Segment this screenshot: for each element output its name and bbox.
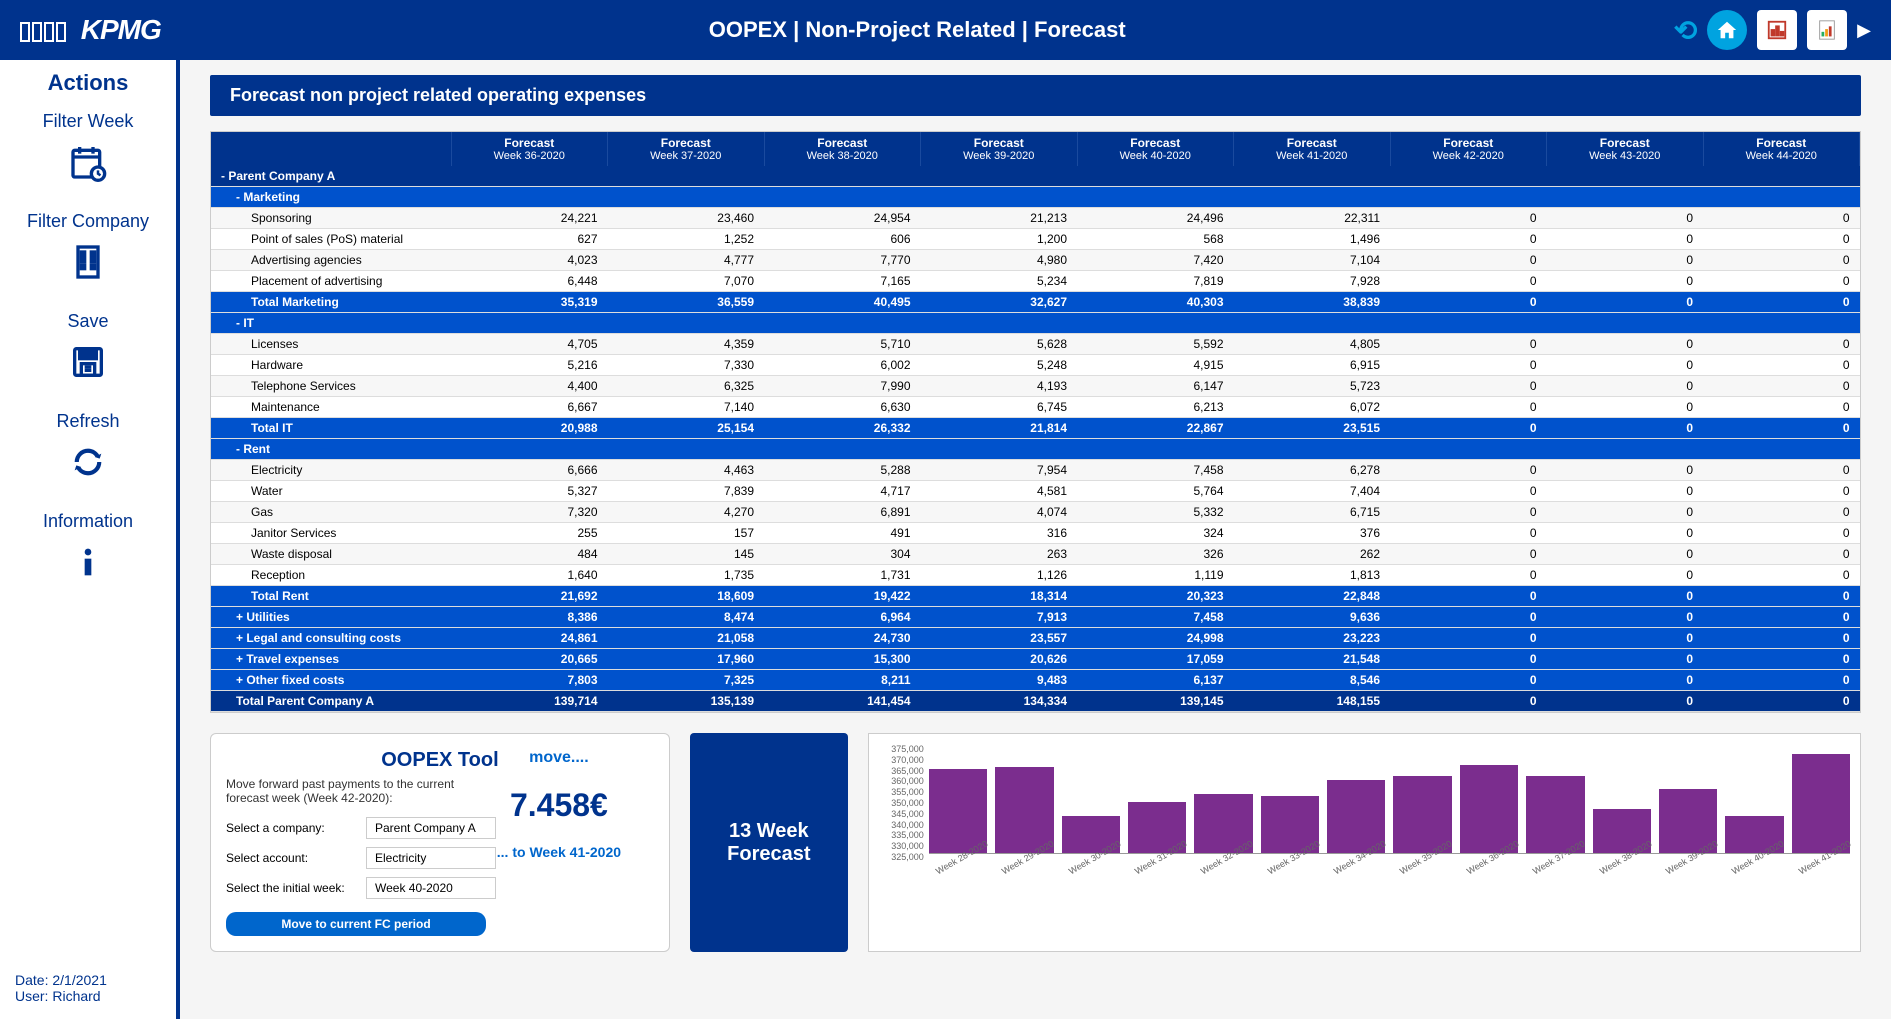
sidebar-item-label: Refresh [0,411,176,432]
table-row: Water5,3277,8394,7174,5815,7647,404000 [211,481,1860,502]
table-row: Total Rent21,69218,60919,42218,31420,323… [211,586,1860,607]
forecast-chart: 375,000370,000365,000360,000355,000350,0… [868,733,1861,952]
sidebar-item-info[interactable]: Information [0,511,176,591]
sidebar-item-building[interactable]: Filter Company [0,211,176,291]
column-header: ForecastWeek 43-2020 [1547,132,1704,166]
building-icon [0,242,176,291]
column-header: ForecastWeek 40-2020 [1077,132,1234,166]
sidebar-item-refresh[interactable]: Refresh [0,411,176,491]
sidebar-item-label: Save [0,311,176,332]
table-row: Total Marketing35,31936,55940,49532,6274… [211,292,1860,313]
table-row: Reception1,6401,7351,7311,1261,1191,8130… [211,565,1860,586]
tool-row-label: Select a company: [226,821,366,835]
column-header: ForecastWeek 39-2020 [921,132,1078,166]
table-row: Total IT20,98825,15426,33221,81422,86723… [211,418,1860,439]
panel-title: Forecast non project related operating e… [210,75,1861,116]
table-row: + Other fixed costs7,8037,3258,2119,4836… [211,670,1860,691]
oopex-tool-panel: OOPEX Tool Move forward past payments to… [210,733,670,952]
sidebar: Actions Filter Week Filter Company Save Ref… [0,60,180,1019]
tool-row-label: Select the initial week: [226,881,366,895]
table-row: + Legal and consulting costs24,86121,058… [211,628,1860,649]
column-header: ForecastWeek 44-2020 [1703,132,1860,166]
table-row: Point of sales (PoS) material6271,252606… [211,229,1860,250]
table-row: Electricity6,6664,4635,2887,9547,4586,27… [211,460,1860,481]
table-row: Advertising agencies4,0234,7777,7704,980… [211,250,1860,271]
tool-row-label: Select account: [226,851,366,865]
sidebar-footer: Date: 2/1/2021 User: Richard [0,957,176,1019]
forecast-label: 13 Week Forecast [690,733,848,952]
sidebar-title: Actions [0,70,176,96]
column-header: ForecastWeek 38-2020 [764,132,921,166]
doc-icon[interactable] [1807,10,1847,50]
table-row: Licenses4,7054,3595,7105,6285,5924,80500… [211,334,1860,355]
sidebar-item-label: Filter Week [0,111,176,132]
tool-desc: Move forward past payments to the curren… [226,777,486,805]
table-row: - Marketing [211,187,1860,208]
table-row: Total Parent Company A139,714135,139141,… [211,691,1860,712]
table-row: Hardware5,2167,3306,0025,2484,9156,91500… [211,355,1860,376]
forecast-table: ForecastWeek 36-2020ForecastWeek 37-2020… [210,131,1861,713]
move-to-week: ... to Week 41-2020 [469,844,649,860]
sidebar-item-label: Filter Company [0,211,176,232]
table-row: Sponsoring24,22123,46024,95421,21324,496… [211,208,1860,229]
calendar-icon [0,142,176,191]
logo: KPMG [20,14,161,46]
table-row: Waste disposal484145304263326262000 [211,544,1860,565]
refresh-icon [0,442,176,491]
table-row: - Rent [211,439,1860,460]
table-row: Maintenance6,6677,1406,6306,7456,2136,07… [211,397,1860,418]
column-header: ForecastWeek 37-2020 [608,132,765,166]
home-icon[interactable] [1707,10,1747,50]
info-icon [0,542,176,591]
table-row: + Utilities8,3868,4746,9647,9137,4589,63… [211,607,1860,628]
column-header: ForecastWeek 36-2020 [451,132,608,166]
table-row: Gas7,3204,2706,8914,0745,3326,715000 [211,502,1860,523]
sidebar-item-calendar[interactable]: Filter Week [0,111,176,191]
sidebar-item-save[interactable]: Save [0,311,176,391]
move-label: move.... [469,749,649,767]
table-row: Placement of advertising6,4487,0707,1655… [211,271,1860,292]
table-row: - IT [211,313,1860,334]
report-icon[interactable] [1757,10,1797,50]
column-header: ForecastWeek 42-2020 [1390,132,1547,166]
table-row: - Parent Company A [211,166,1860,187]
move-amount: 7.458€ [469,787,649,824]
save-icon [0,342,176,391]
back-icon[interactable]: ⟲ [1674,14,1697,47]
sidebar-item-label: Information [0,511,176,532]
table-row: + Travel expenses20,66517,96015,30020,62… [211,649,1860,670]
table-row: Telephone Services4,4006,3257,9904,1936,… [211,376,1860,397]
chevron-right-icon[interactable]: ▶ [1857,20,1871,41]
move-period-button[interactable]: Move to current FC period [226,912,486,936]
page-title: OOPEX | Non-Project Related | Forecast [161,17,1674,43]
tool-row-value[interactable]: Week 40-2020 [366,877,496,899]
header: KPMG OOPEX | Non-Project Related | Forec… [0,0,1891,60]
table-row: Janitor Services255157491316324376000 [211,523,1860,544]
column-header: ForecastWeek 41-2020 [1234,132,1391,166]
